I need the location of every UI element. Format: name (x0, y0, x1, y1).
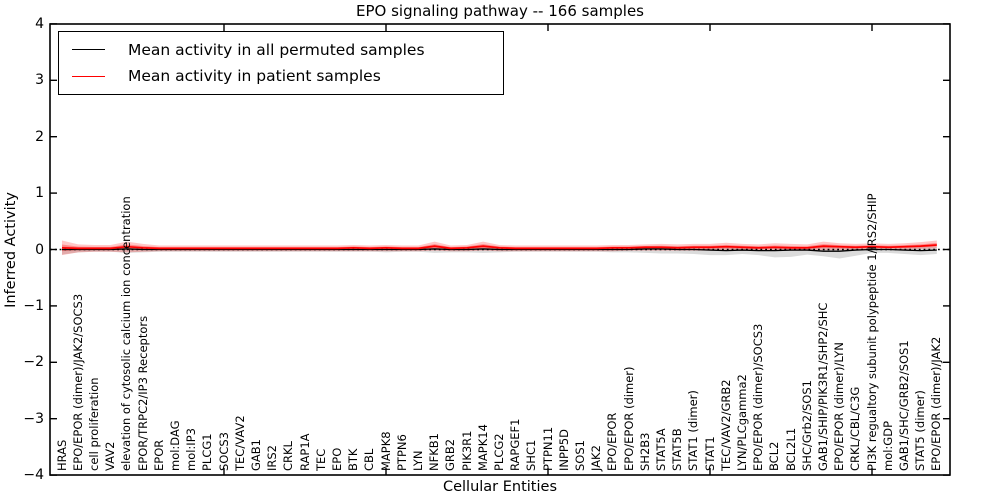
x-tick-label: STAT5B (670, 428, 685, 471)
x-tick-label: SOCS3 (216, 432, 231, 471)
x-tick-label: GAB1/SHIP/PIK3R1/SHP2/SHC (815, 302, 830, 471)
x-tick-label: PTPN11 (540, 426, 555, 471)
x-tick-label: TEC/VAV2 (232, 415, 247, 471)
y-tick-label: −2 (23, 354, 44, 371)
x-tick-label: BCL2 (767, 441, 782, 471)
x-tick-label: EPO/EPOR (605, 412, 620, 471)
x-tick-label: PIK3R1 (459, 430, 474, 472)
y-tick-label: 2 (35, 128, 44, 145)
x-tick-label: mol:DAG (167, 420, 182, 471)
y-tick-label: 0 (35, 241, 44, 258)
x-tick-label: PLCG1 (200, 433, 215, 471)
x-tick-label: BTK (346, 448, 361, 471)
x-tick-label: BCL2L1 (783, 427, 798, 471)
x-axis-label: Cellular Entities (442, 479, 558, 495)
legend-label: Mean activity in all permuted samples (128, 40, 425, 59)
x-tick-label: IRS2 (265, 445, 280, 471)
x-tick-label: SH2B3 (637, 432, 652, 471)
x-tick-label: VAV2 (103, 441, 118, 471)
y-tick-label: 1 (35, 185, 44, 202)
x-tick-label: PTPN6 (394, 434, 409, 471)
x-tick-label: NFKB1 (427, 433, 442, 471)
series-line (61, 244, 937, 250)
x-tick-label: STAT1 (702, 436, 717, 471)
legend: Mean activity in all permuted samples Mea… (58, 31, 504, 95)
x-tick-label: TEC (313, 448, 328, 471)
x-tick-label: TEC/VAV2/GRB2 (718, 379, 733, 471)
x-tick-label: EPO (329, 447, 344, 471)
x-tick-label: GAB1 (248, 439, 263, 471)
x-tick-label: cell proliferation (86, 377, 101, 471)
x-tick-label: CBL (362, 448, 377, 471)
x-tick-label: mol:IP3 (184, 428, 199, 471)
y-tick-label: 3 (35, 72, 44, 89)
x-tick-label: INPP5D (556, 428, 571, 471)
x-tick-label: LYN/PLCgamma2 (734, 374, 749, 471)
x-tick-label: EPO/EPOR (dimer)/JAK2 (929, 336, 944, 471)
x-tick-label: LYN (410, 450, 425, 471)
y-tick-label: −1 (23, 297, 44, 314)
x-tick-label: EPO/EPOR (dimer)/LYN (832, 342, 847, 471)
x-tick-label: STAT1 (dimer) (686, 390, 701, 471)
chart-title: EPO signaling pathway -- 166 samples (356, 2, 644, 20)
y-tick-label: 4 (35, 15, 44, 32)
y-tick-label: −3 (23, 410, 44, 427)
x-tick-label: PLCG2 (491, 433, 506, 471)
x-tick-label: EPOR/TRPC2/IP3 Receptors (135, 315, 150, 471)
x-tick-label: MAPK14 (475, 424, 490, 471)
legend-line-sample (72, 49, 105, 51)
legend-entry: Mean activity in all permuted samples (59, 41, 503, 59)
x-tick-label: GRB2 (443, 438, 458, 471)
x-tick-label: EPO/EPOR (dimer)/JAK2/SOCS3 (70, 293, 85, 471)
x-tick-label: RAP1A (297, 433, 312, 471)
x-tick-label: CRKL (281, 441, 296, 471)
x-tick-label: RAPGEF1 (508, 418, 523, 471)
legend-entry: Mean activity in patient samples (59, 67, 503, 85)
x-tick-label: SHC/Grb2/SOS1 (799, 380, 814, 471)
y-tick-label: −4 (23, 467, 44, 484)
legend-label: Mean activity in patient samples (128, 67, 381, 86)
legend-line-sample (72, 75, 105, 77)
x-tick-label: CRKL/CBL/C3G (848, 386, 863, 471)
x-tick-label: PI3K regualtory subunit polypeptide 1/IR… (864, 193, 879, 471)
x-tick-label: STAT5 (dimer) (913, 390, 928, 471)
x-tick-label: EPO/EPOR (dimer) (621, 366, 636, 472)
x-tick-label: SOS1 (572, 440, 587, 471)
x-tick-label: GAB1/SHC/GRB2/SOS1 (896, 340, 911, 471)
x-tick-label: elevation of cytosolic calcium ion conce… (119, 196, 134, 471)
x-tick-label: mol:GDP (880, 420, 895, 471)
x-tick-label: EPOR (151, 439, 166, 471)
x-tick-label: EPO/EPOR (dimer)/SOCS3 (751, 323, 766, 471)
x-tick-label: HRAS (54, 439, 69, 471)
series-line (62, 248, 937, 252)
x-tick-label: MAPK8 (378, 431, 393, 471)
x-tick-label: SHC1 (524, 439, 539, 471)
x-tick-label: JAK2 (589, 445, 604, 471)
x-tick-label: STAT5A (653, 428, 668, 471)
